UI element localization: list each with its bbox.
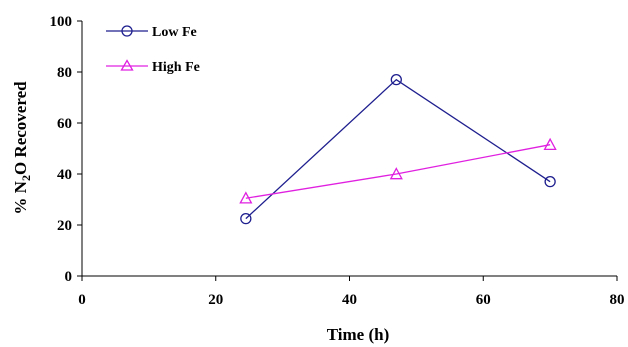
series-low-fe bbox=[240, 74, 556, 225]
y-axis-title: % N2O Recovered bbox=[11, 81, 33, 215]
x-axis-title: Time (h) bbox=[327, 325, 390, 344]
series-high-fe bbox=[239, 137, 557, 204]
series-line-low-fe bbox=[245, 78, 551, 220]
data-point-high-fe bbox=[389, 167, 403, 180]
plot-area: 0 20 40 60 80 0 20 40 60 80 100 bbox=[50, 14, 625, 308]
y-tick-label: 60 bbox=[57, 116, 72, 132]
legend-circle-marker-icon bbox=[121, 25, 133, 37]
y-tick-label: 100 bbox=[50, 14, 73, 30]
y-tick-label: 0 bbox=[65, 269, 73, 285]
series-line-high-fe bbox=[245, 144, 551, 199]
axis-ticks: 0 20 40 60 80 0 20 40 60 80 100 bbox=[50, 14, 625, 308]
data-point-high-fe bbox=[543, 137, 557, 151]
x-tick-label: 80 bbox=[610, 292, 625, 308]
data-point-high-fe bbox=[239, 191, 253, 204]
data-point-low-fe bbox=[240, 212, 252, 225]
legend: Low Fe High Fe bbox=[106, 25, 200, 75]
series-layer bbox=[239, 74, 557, 225]
x-tick-label: 40 bbox=[342, 292, 357, 308]
legend-entry-low-fe: Low Fe bbox=[106, 25, 197, 40]
data-point-low-fe bbox=[390, 74, 402, 86]
y-axis-title-subscript: 2 bbox=[19, 175, 33, 181]
y-tick-label: 80 bbox=[57, 65, 72, 81]
data-point-low-fe bbox=[544, 175, 556, 188]
legend-triangle-marker-icon bbox=[120, 59, 134, 71]
x-tick-label: 60 bbox=[476, 292, 491, 308]
y-tick-label: 40 bbox=[57, 167, 72, 183]
legend-label-high-fe: High Fe bbox=[152, 60, 200, 75]
legend-entry-high-fe: High Fe bbox=[106, 59, 200, 75]
x-tick-label: 0 bbox=[78, 292, 86, 308]
y-tick-label: 20 bbox=[57, 218, 72, 234]
y-axis-title-suffix: O Recovered bbox=[11, 81, 30, 175]
legend-label-low-fe: Low Fe bbox=[152, 25, 197, 40]
x-tick-label: 20 bbox=[208, 292, 223, 308]
y-axis-title-prefix: % N bbox=[11, 180, 30, 214]
